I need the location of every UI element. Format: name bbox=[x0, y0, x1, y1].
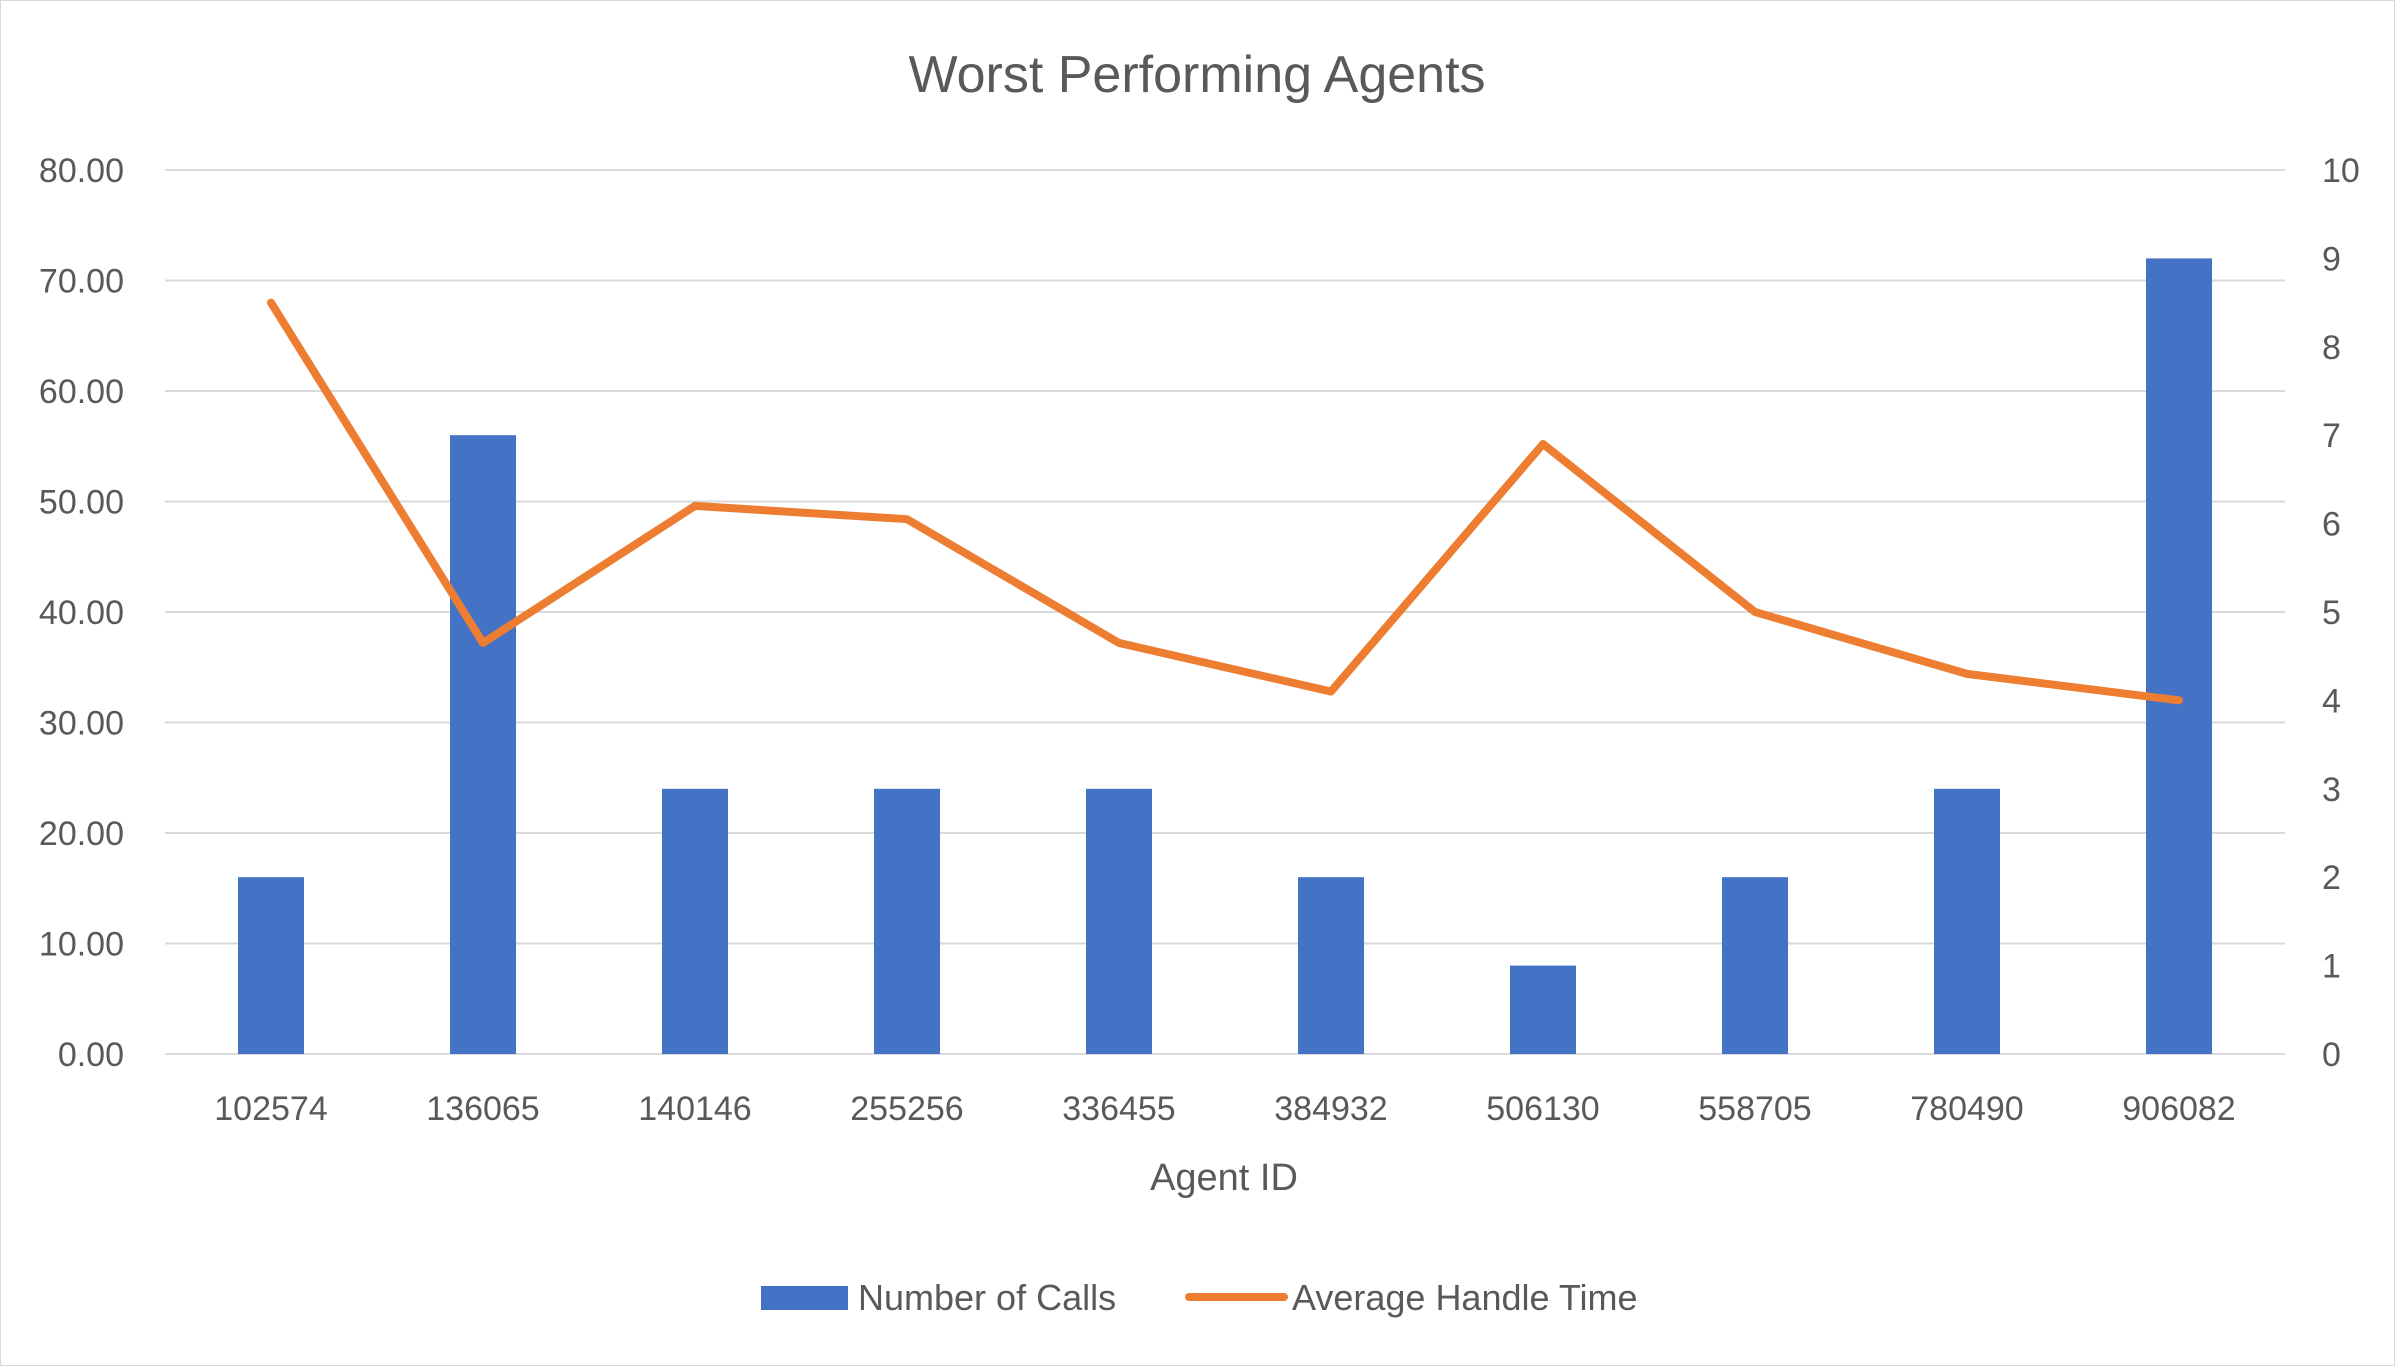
left-axis-ticks: 0.00 10.00 20.00 30.00 40.00 50.00 60.00 70.00 8… bbox=[39, 152, 124, 1074]
right-tick-label: 5 bbox=[2322, 594, 2341, 632]
left-tick-label: 20.00 bbox=[39, 815, 124, 853]
right-tick-label: 3 bbox=[2322, 771, 2341, 809]
x-axis-ticks: 102574 136065 140146 255256 336455 384932 5061… bbox=[214, 1090, 2235, 1128]
left-tick-label: 30.00 bbox=[39, 705, 124, 743]
bar-102574 bbox=[238, 877, 304, 1054]
x-tick-label: 336455 bbox=[1062, 1090, 1175, 1128]
x-tick-label: 906082 bbox=[2122, 1090, 2235, 1128]
right-tick-label: 1 bbox=[2322, 948, 2341, 986]
right-tick-label: 6 bbox=[2322, 506, 2341, 544]
right-tick-label: 8 bbox=[2322, 329, 2341, 367]
bar-506130 bbox=[1510, 965, 1576, 1054]
left-tick-label: 60.00 bbox=[39, 373, 124, 411]
left-tick-label: 70.00 bbox=[39, 263, 124, 301]
x-tick-label: 136065 bbox=[426, 1090, 539, 1128]
left-tick-label: 0.00 bbox=[58, 1036, 124, 1074]
bar-780490 bbox=[1934, 788, 2000, 1054]
x-tick-label: 780490 bbox=[1910, 1090, 2023, 1128]
bar-255256 bbox=[874, 788, 940, 1054]
legend-label-number-of-calls: Number of Calls bbox=[858, 1277, 1116, 1318]
x-tick-label: 384932 bbox=[1274, 1090, 1387, 1128]
line-point-780490 bbox=[1966, 673, 1968, 675]
line-point-336455 bbox=[1118, 642, 1120, 644]
line-point-255256 bbox=[906, 518, 908, 520]
x-tick-label: 255256 bbox=[850, 1090, 963, 1128]
line-point-506130 bbox=[1542, 443, 1544, 445]
right-tick-label: 2 bbox=[2322, 859, 2341, 897]
bar-series-number-of-calls bbox=[238, 258, 2212, 1054]
line-average-handle-time bbox=[267, 298, 2183, 705]
right-tick-label: 0 bbox=[2322, 1036, 2341, 1074]
x-tick-label: 506130 bbox=[1486, 1090, 1599, 1128]
line-series-average-handle-time bbox=[267, 298, 2183, 705]
right-tick-label: 9 bbox=[2322, 240, 2341, 278]
gridlines bbox=[165, 169, 2285, 1055]
left-tick-label: 50.00 bbox=[39, 484, 124, 522]
left-tick-label: 80.00 bbox=[39, 152, 124, 190]
right-tick-label: 4 bbox=[2322, 682, 2341, 720]
x-axis-label: Agent ID bbox=[1150, 1157, 1298, 1199]
line-point-906082 bbox=[2178, 699, 2180, 701]
left-tick-label: 40.00 bbox=[39, 594, 124, 632]
bar-336455 bbox=[1086, 788, 1152, 1054]
bar-140146 bbox=[662, 788, 728, 1054]
legend-label-average-handle-time: Average Handle Time bbox=[1292, 1277, 1638, 1318]
right-axis-ticks: 0 1 2 3 4 5 6 7 8 9 10 bbox=[2322, 152, 2360, 1074]
line-point-140146 bbox=[694, 505, 696, 507]
right-tick-label: 10 bbox=[2322, 152, 2360, 190]
line-point-102574 bbox=[270, 302, 272, 304]
legend-swatch-number-of-calls bbox=[761, 1286, 848, 1310]
x-tick-label: 140146 bbox=[638, 1090, 751, 1128]
chart-title: Worst Performing Agents bbox=[908, 46, 1485, 104]
bar-906082 bbox=[2146, 258, 2212, 1054]
bar-384932 bbox=[1298, 877, 1364, 1054]
line-point-384932 bbox=[1330, 691, 1332, 693]
x-tick-label: 102574 bbox=[214, 1090, 327, 1128]
line-point-558705 bbox=[1754, 611, 1756, 613]
right-tick-label: 7 bbox=[2322, 417, 2341, 455]
bar-558705 bbox=[1722, 877, 1788, 1054]
bar-136065 bbox=[450, 435, 516, 1054]
legend: Number of Calls Average Handle Time bbox=[761, 1277, 1638, 1318]
left-tick-label: 10.00 bbox=[39, 926, 124, 964]
line-point-136065 bbox=[482, 642, 484, 644]
x-tick-label: 558705 bbox=[1698, 1090, 1811, 1128]
